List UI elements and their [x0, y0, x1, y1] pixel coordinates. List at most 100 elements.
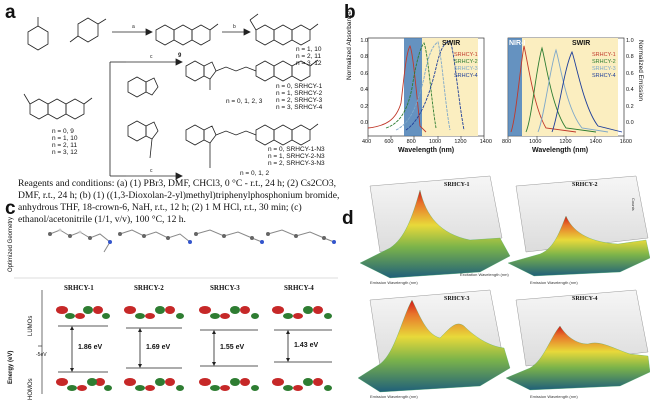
energy-levels [58, 325, 332, 373]
ytick-left-04: 0.4 [360, 87, 368, 94]
nir-band-left [404, 38, 422, 136]
map-srhcy1 [359, 175, 511, 279]
panel-label-a: a [5, 2, 16, 23]
swir-band-left [422, 38, 478, 136]
nir-label-right: NIR-I [509, 40, 526, 47]
arrow-c2-label: c [150, 168, 153, 174]
em-curve-srhcy2 [525, 46, 597, 133]
arrow-a-label: a [132, 24, 135, 30]
ylabel-absorbance: Normalized Absorbance [346, 10, 353, 80]
swir-label-left: SWIR [442, 40, 461, 47]
em-curve-srhcy1 [510, 45, 577, 133]
ytick-left-1: 1.0 [360, 38, 368, 44]
spectra-svg [367, 37, 625, 139]
reaction-conditions-caption: Reagents and conditions: (a) (1) PBr3, D… [18, 178, 340, 225]
left-compound-n1: n = 1, 10 [52, 135, 78, 142]
xtick-left-600: 600 [384, 139, 394, 145]
swir-label-right: SWIR [572, 40, 591, 47]
nir-label-left: NIR-I [388, 40, 405, 47]
ytick-left-02: 0.2 [360, 103, 368, 110]
dft-svg [14, 228, 338, 394]
map-srhcy2 [507, 175, 650, 277]
azide-n-list: n = 0, SRHCY-1-N3 n = 1, SRHCY-2-N3 n = … [268, 146, 325, 167]
map2-axis-x: Emission Wavelength (nm) [530, 280, 578, 285]
legend-right-srhcy4: SRHCY-4 [592, 73, 616, 79]
molecule-name-srhcy1: SRHCY-1 [64, 284, 94, 292]
abs-curve-srhcy3 [395, 41, 451, 131]
orbitals-homo [56, 378, 332, 391]
left-compound-n-list: n = 0, 9 n = 1, 10 n = 2, 11 n = 3, 12 [52, 128, 77, 156]
molecule-name-srhcy2: SRHCY-2 [134, 284, 164, 292]
product-top-n1: n = 1, 10 [296, 46, 322, 53]
srhcy-n0: n = 0, SRHCY-1 [276, 83, 323, 90]
synthesis-scheme: a b c c 9 [23, 13, 319, 180]
legend-left-srhcy2: SRHCY-2 [454, 59, 478, 65]
ytick-right-06: 0.6 [626, 70, 634, 77]
map1-axis-y: Excitation Wavelength (nm) [460, 272, 509, 277]
azide-n0: n = 0, SRHCY-1-N3 [268, 146, 325, 153]
srhcy-n2: n = 2, SRHCY-3 [276, 97, 323, 104]
gap-srhcy3: 1.55 eV [220, 344, 245, 351]
map4-axis-x: Emission Wavelength (nm) [530, 394, 578, 399]
geometry-srhcy1 [48, 228, 112, 253]
xtick-left-400: 400 [362, 139, 372, 145]
xtick-right-1200: 1200 [559, 139, 572, 145]
product-top-n3: n = 3, 12 [296, 60, 322, 67]
gap-srhcy1: 1.86 eV [78, 344, 103, 351]
energy-scale-label: -5eV [36, 352, 47, 358]
legend-right-srhcy1: SRHCY-1 [592, 52, 616, 58]
orbitals-lumo [56, 306, 332, 319]
legend-right: SRHCY-1 SRHCY-2 SRHCY-3 SRHCY-4 [592, 52, 616, 80]
xtick-right-1000: 1000 [529, 139, 542, 145]
ytick-right-1: 1.0 [626, 38, 634, 44]
compound-9-label: 9 [178, 53, 182, 59]
ytick-left-00: 0.0 [360, 120, 368, 127]
nir-band-right [508, 38, 522, 136]
ytick-right-02: 0.2 [626, 103, 634, 110]
xtick-right-1600: 1600 [619, 139, 632, 145]
xticks-left: 400 600 800 1000 1200 1400 [362, 139, 492, 145]
xlabel-left: Wavelength (nm) [398, 147, 455, 154]
arrow-c-label: c [150, 54, 153, 60]
panel-c-dft: Optimized Geometry LUMOs HOMOs Energy (e… [0, 212, 340, 402]
xticks-right: 800 1000 1200 1400 1600 [502, 139, 632, 145]
azide-n-range: n = 0, 1, 2 [240, 170, 270, 177]
legend-left: SRHCY-1 SRHCY-2 SRHCY-3 SRHCY-4 [454, 52, 478, 80]
map-title-srhcy4: SRHCY-4 [572, 296, 598, 302]
legend-left-srhcy1: SRHCY-1 [454, 52, 478, 58]
ytick-left-08: 0.8 [360, 54, 368, 61]
em-curve-srhcy3 [537, 48, 609, 133]
ytick-left-06: 0.6 [360, 70, 368, 77]
gap-srhcy2: 1.69 eV [146, 344, 171, 351]
panel-label-b: b [344, 2, 356, 23]
srhcy-n3: n = 3, SRHCY-4 [276, 104, 323, 111]
product-top-n-list: n = 1, 10 n = 2, 11 n = 3, 12 [296, 46, 321, 67]
arrow-b-label: b [233, 24, 236, 30]
geometry-srhcy4 [266, 229, 336, 244]
map1-axis-x: Emission Wavelength (nm) [370, 280, 418, 285]
abs-curve-srhcy4 [405, 40, 465, 131]
map-srhcy4 [505, 289, 650, 391]
maps-svg [357, 175, 650, 393]
panel-b-spectra: NIR-I SWIR SRHCY-1 SRHCY-2 SRHCY-3 SRHCY… [346, 8, 646, 158]
xtick-left-1400: 1400 [479, 139, 492, 145]
xtick-right-1400: 1400 [589, 139, 602, 145]
ytick-right-04: 0.4 [626, 87, 634, 94]
legend-left-srhcy4: SRHCY-4 [454, 73, 478, 79]
legend-right-srhcy3: SRHCY-3 [592, 66, 616, 72]
legend-right-srhcy2: SRHCY-2 [592, 59, 616, 65]
srhcy-n-range: n = 0, 1, 2, 3 [226, 98, 263, 105]
abs-curve-srhcy1 [367, 44, 427, 133]
xtick-right-800: 800 [502, 139, 512, 145]
gap-srhcy4: 1.43 eV [294, 342, 319, 349]
xlabel-right: Wavelength (nm) [532, 147, 589, 154]
yticks-left-column: 1.0 0.8 0.6 0.4 0.2 0.0 [356, 33, 368, 131]
xtick-left-1000: 1000 [428, 139, 442, 145]
map-title-srhcy3: SRHCY-3 [444, 296, 470, 302]
ytick-right-00: 0.0 [626, 120, 634, 127]
panel-label-d: d [342, 208, 354, 229]
ylabel-emission: Normalized Emission [637, 40, 644, 102]
xtick-left-1200: 1200 [454, 139, 467, 145]
legend-left-srhcy3: SRHCY-3 [454, 66, 478, 72]
panel-d-3d-maps: SRHCY-1 SRHCY-2 SRHCY-3 SRHCY-4 Emission… [350, 168, 650, 402]
